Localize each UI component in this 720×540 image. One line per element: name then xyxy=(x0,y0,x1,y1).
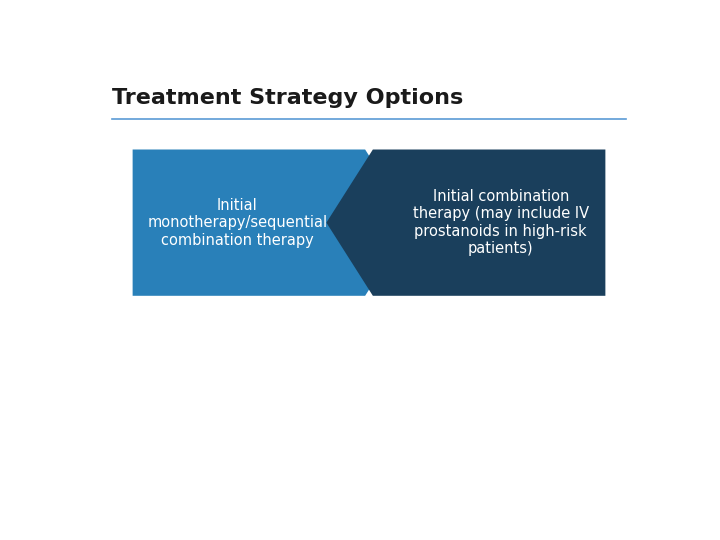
Text: Treatment Strategy Options: Treatment Strategy Options xyxy=(112,88,463,108)
Polygon shape xyxy=(326,150,606,296)
Text: Initial combination
therapy (may include IV
prostanoids in high-risk
patients): Initial combination therapy (may include… xyxy=(413,189,589,256)
Polygon shape xyxy=(132,150,412,296)
Text: Initial
monotherapy/sequential
combination therapy: Initial monotherapy/sequential combinati… xyxy=(147,198,328,247)
